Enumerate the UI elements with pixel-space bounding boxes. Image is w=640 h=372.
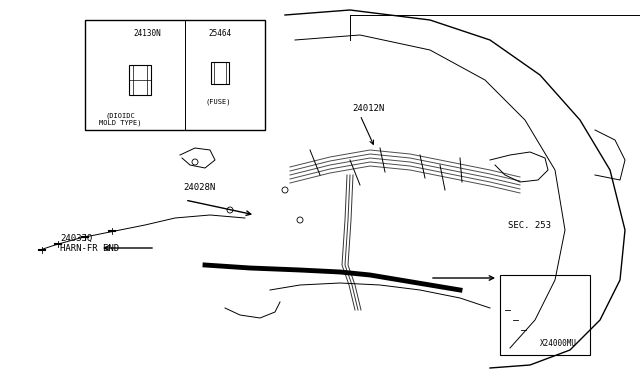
Bar — [129, 65, 151, 95]
Text: 24033Q: 24033Q — [60, 234, 92, 243]
Text: 25464: 25464 — [209, 29, 232, 38]
Text: 24130N: 24130N — [133, 29, 161, 38]
Text: 24028N: 24028N — [183, 183, 215, 192]
Text: X24000MU: X24000MU — [540, 339, 577, 348]
Bar — [500, 275, 590, 355]
Text: (FUSE): (FUSE) — [205, 98, 231, 105]
Bar — [211, 62, 229, 84]
Text: SEC. 253: SEC. 253 — [508, 221, 551, 230]
Text: HARN-FR END: HARN-FR END — [60, 244, 119, 253]
Bar — [85, 20, 265, 130]
Text: (DIOIDC
MOLD TYPE): (DIOIDC MOLD TYPE) — [99, 112, 141, 126]
Text: 24012N: 24012N — [352, 104, 384, 113]
